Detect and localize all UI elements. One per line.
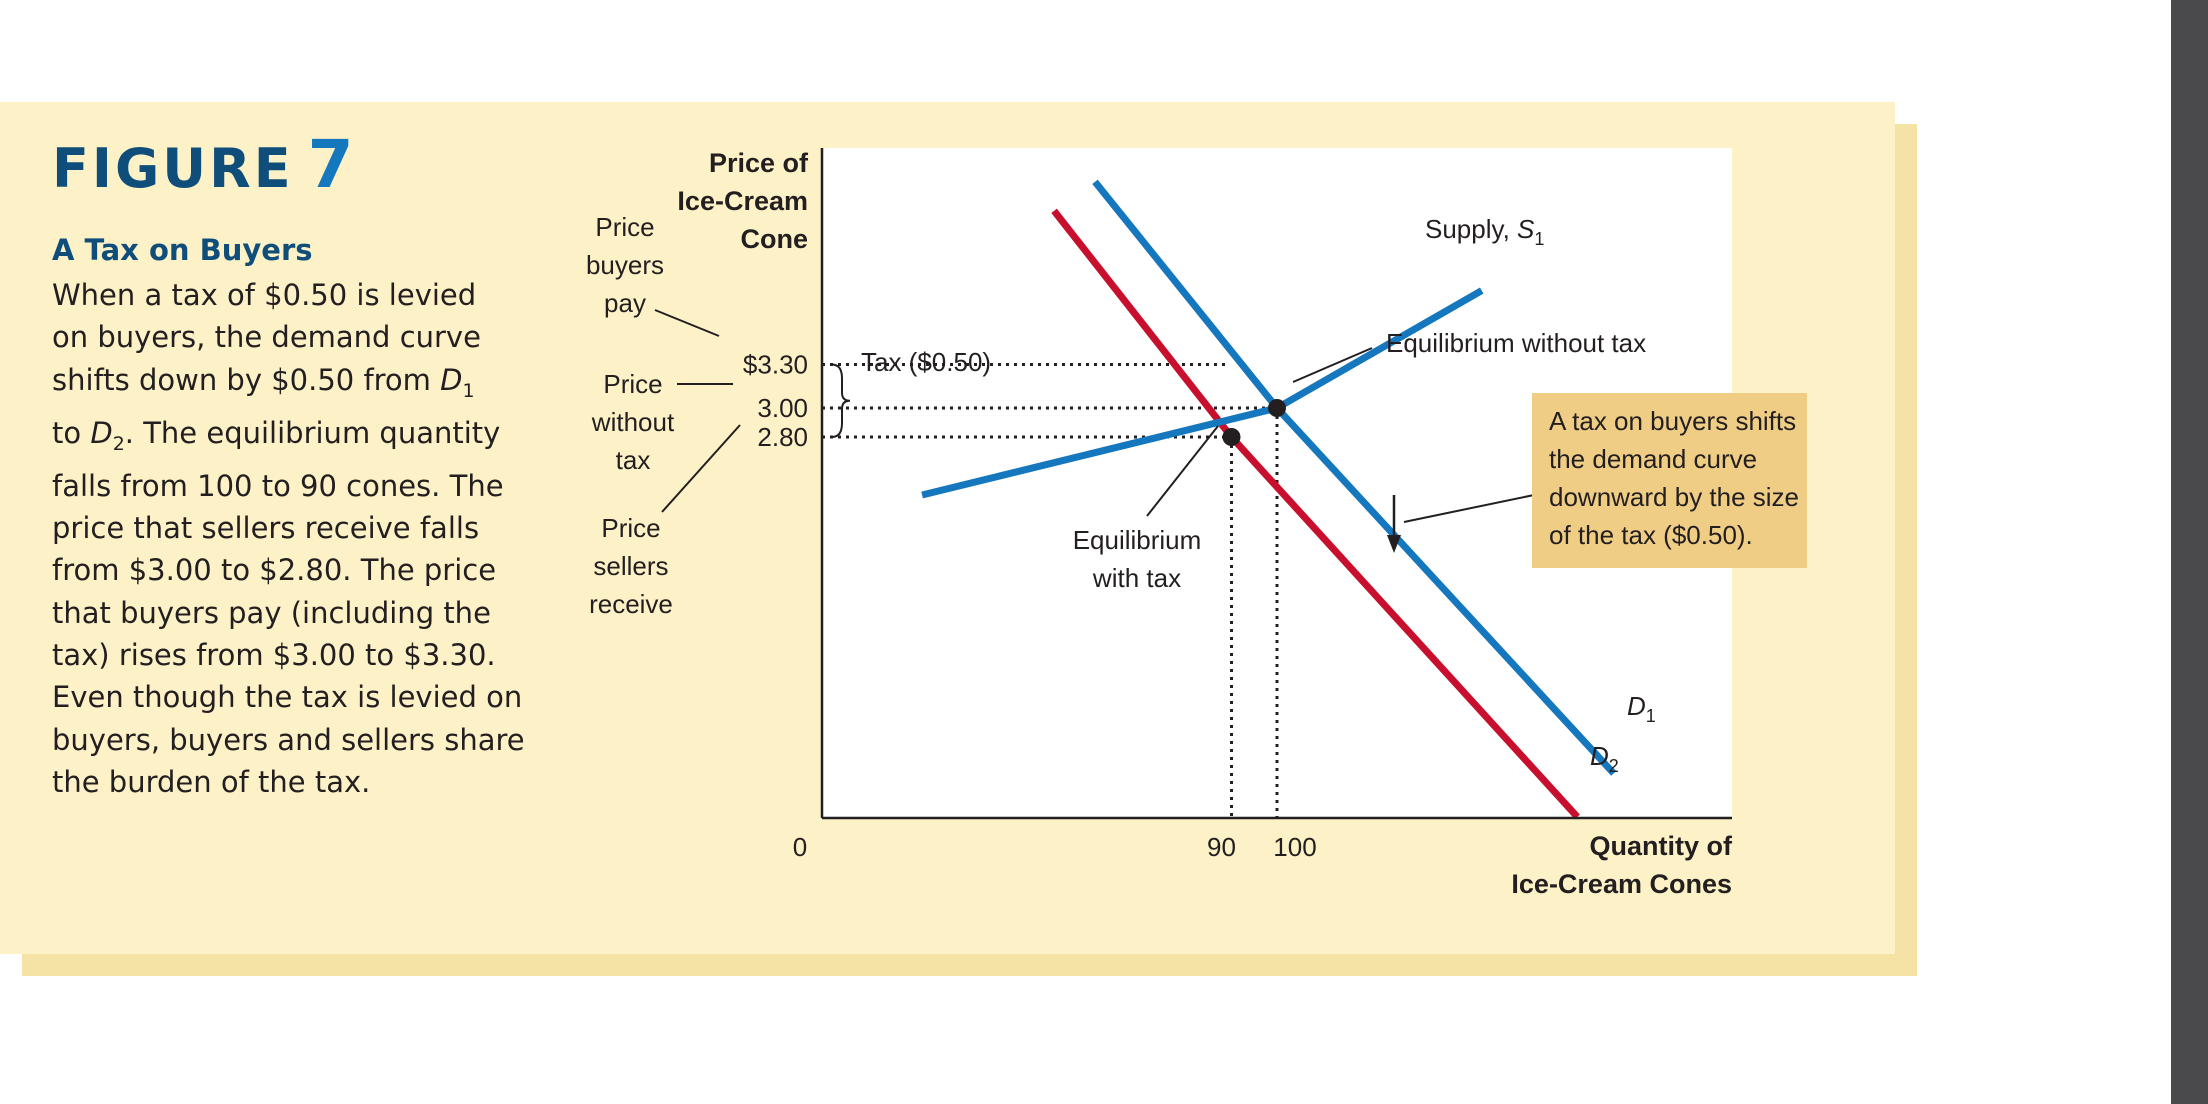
side-label-buyers-pay: pay (604, 288, 646, 318)
figure-caption: When a tax of $0.50 is levied on buyers, … (52, 274, 525, 803)
window-edge-bar (2171, 0, 2208, 1104)
callout-text: of the tax ($0.50). (1549, 520, 1753, 550)
shift-arrow-head (1387, 535, 1401, 553)
leader-callout (1403, 494, 1535, 523)
y-tick-label: $3.30 (743, 350, 808, 380)
equilibrium-without-tax-label: Equilibrium without tax (1386, 328, 1646, 358)
tax-brace-label: Tax ($0.50) (861, 347, 991, 377)
origin-label: 0 (793, 832, 807, 862)
side-label-without-tax: without (591, 407, 675, 437)
caption-line: When a tax of $0.50 is levied (52, 278, 477, 312)
equilibrium-point-without-tax (1268, 399, 1286, 417)
callout-box (1532, 393, 1807, 568)
caption-line: to D2. The equilibrium quantity (52, 415, 501, 455)
caption-line: price that sellers receive falls (52, 511, 480, 546)
equilibrium-point-with-tax (1222, 428, 1241, 446)
equilibrium-with-tax-label: Equilibrium (1073, 525, 1202, 555)
caption-line: from $3.00 to $2.80. The price (52, 553, 497, 588)
side-label-sellers-receive: sellers (593, 551, 668, 581)
side-label-sellers-receive: Price (601, 513, 660, 543)
x-tick-label: 90 (1207, 832, 1236, 862)
y-tick-label: 2.80 (757, 422, 808, 452)
side-label-buyers-pay: buyers (586, 250, 664, 280)
figure-label: FIGURE (52, 137, 294, 200)
caption-line: shifts down by $0.50 from D1 (52, 362, 475, 402)
y-axis-title: Ice-Cream (677, 186, 808, 216)
x-axis-title: Ice-Cream Cones (1511, 869, 1732, 899)
leader-sellers-receive (661, 424, 741, 513)
equilibrium-with-tax-label: with tax (1092, 563, 1181, 593)
caption-line: falls from 100 to 90 cones. The (52, 468, 504, 503)
figure-heading: FIGURE 7 (52, 132, 354, 198)
leader-equilibrium-without-tax (1292, 347, 1373, 383)
y-axis-title: Cone (741, 224, 809, 254)
tax-brace (831, 363, 851, 438)
leader-buyers-pay (654, 309, 720, 337)
side-label-without-tax: tax (616, 445, 651, 475)
leader-equilibrium-with-tax (1146, 425, 1219, 517)
caption-line: tax) rises from $3.00 to $3.30. (52, 637, 496, 672)
caption-line: on buyers, the demand curve (52, 320, 481, 355)
callout-text: A tax on buyers shifts (1549, 406, 1796, 436)
y-tick-label: 3.00 (757, 393, 808, 423)
demand-1-label: D1 (1627, 691, 1656, 726)
caption-line: Even though the tax is levied on (52, 680, 523, 715)
supply-label: Supply, S1 (1425, 214, 1544, 249)
side-label-without-tax: Price (603, 369, 662, 399)
caption-line: the burden of the tax. (52, 764, 371, 799)
caption-line: buyers, buyers and sellers share (52, 722, 525, 757)
x-axis-title: Quantity of (1590, 831, 1733, 861)
callout-text: downward by the size (1549, 482, 1799, 512)
side-label-sellers-receive: receive (589, 589, 673, 619)
caption-line: that buyers pay (including the (52, 595, 491, 630)
demand-2-label: D2 (1590, 741, 1619, 776)
side-label-buyers-pay: Price (595, 212, 654, 242)
figure-title: A Tax on Buyers (52, 233, 313, 267)
x-tick-label: 100 (1273, 832, 1316, 862)
callout-text: the demand curve (1549, 444, 1757, 474)
figure-number: 7 (307, 126, 354, 203)
y-axis-title: Price of (709, 148, 809, 178)
